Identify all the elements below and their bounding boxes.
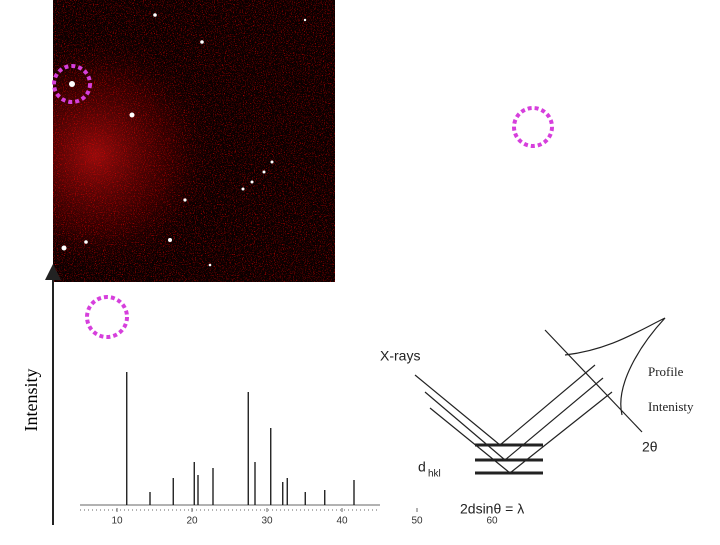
pattern-axes [45,264,380,525]
profile-label: Profile [648,364,684,379]
xrd-pattern: 10 20 30 40 50 60 [80,372,498,527]
highlight-circles [52,64,554,339]
two-theta-label: 2θ [642,439,658,455]
x-tick-label: 50 [411,516,423,527]
x-tick-label: 30 [261,516,273,527]
x-tick-label: 10 [111,516,123,527]
x-tick-label: 40 [336,516,348,527]
diffraction-image [53,0,335,282]
xrays-label: X-rays [380,348,420,364]
y-axis-label: Intensity [21,369,41,432]
hkl-label: hkl [428,469,441,480]
intensity-label: Intenisty [648,399,694,414]
bragg-law: 2dsinθ = λ [460,501,524,517]
x-tick-label: 60 [486,516,498,527]
d-label: d [418,459,426,475]
bragg-diagram [414,317,666,475]
x-tick-label: 20 [186,516,198,527]
